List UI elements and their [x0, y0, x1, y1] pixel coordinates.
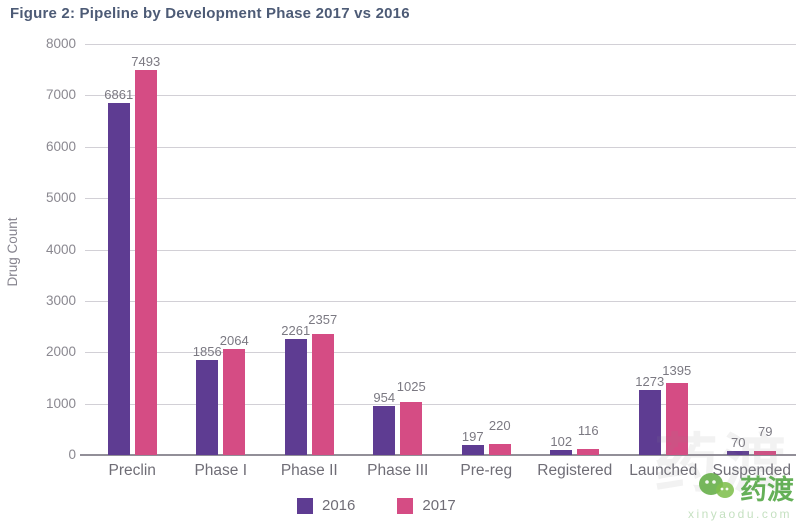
gridline [85, 352, 796, 354]
bar-2017 [754, 450, 777, 455]
value-label-2016: 954 [373, 389, 396, 405]
category-label: Phase I [194, 462, 248, 479]
value-label-2017: 1025 [396, 378, 426, 394]
category-label: Registered [537, 462, 613, 479]
bar-2016 [461, 444, 484, 455]
legend-label-2016: 2016 [322, 497, 356, 514]
bar-2017 [400, 402, 423, 455]
bar-2016 [727, 451, 750, 455]
bar-2016 [550, 449, 573, 455]
chart-title: Figure 2: Pipeline by Development Phase … [10, 5, 410, 22]
category-label: Phase III [367, 462, 429, 479]
legend-swatch-2017 [397, 497, 414, 514]
y-tick-label: 2000 [45, 344, 76, 360]
value-label-2016: 197 [461, 428, 484, 444]
gridline [85, 403, 796, 405]
watermark-leaf-icon [698, 470, 736, 505]
bar-2017 [665, 383, 688, 455]
value-label-2017: 220 [488, 417, 511, 433]
value-label-2016: 2261 [281, 322, 311, 338]
bar-2017 [223, 348, 246, 455]
y-tick-label: 1000 [45, 395, 76, 411]
y-tick-label: 8000 [45, 36, 76, 51]
y-tick-label: 5000 [45, 190, 76, 206]
x-axis-line [80, 454, 796, 456]
watermark: 药渡 xinyaodu.com [618, 465, 798, 521]
gridline [85, 146, 796, 148]
y-tick-label: 6000 [45, 138, 76, 154]
gridline [85, 95, 796, 97]
legend-label-2017: 2017 [422, 497, 456, 514]
bar-2016 [107, 102, 130, 455]
category-label: Phase II [280, 462, 338, 479]
bar-2016 [373, 405, 396, 455]
chart-legend: 2016 2017 [297, 497, 456, 514]
watermark-domain-text: xinyaodu.com [687, 507, 792, 521]
gridline [85, 198, 796, 200]
value-label-2016: 1273 [635, 373, 665, 389]
value-label-2017: 7493 [131, 54, 161, 70]
y-tick-label: 4000 [45, 241, 76, 257]
category-label: Preclin [108, 462, 156, 479]
bar-2017 [488, 443, 511, 455]
bar-2017 [311, 333, 334, 455]
gridline [85, 300, 796, 302]
value-label-2017: 1395 [662, 362, 692, 378]
value-label-2016: 70 [731, 435, 746, 451]
category-label: Pre-reg [460, 462, 513, 479]
value-label-2016: 1856 [192, 343, 222, 359]
bar-2016 [196, 359, 219, 455]
value-label-2016: 102 [550, 433, 573, 449]
bar-2017 [577, 449, 600, 455]
legend-item-2016: 2016 [297, 497, 355, 514]
value-label-2017: 116 [577, 422, 599, 438]
legend-swatch-2016 [297, 497, 313, 514]
legend-item-2017: 2017 [397, 497, 456, 514]
value-label-2017: 2064 [219, 332, 249, 348]
value-label-2016: 6861 [104, 86, 134, 102]
category-label: Suspended [712, 462, 791, 479]
y-tick-label: 7000 [45, 87, 76, 103]
watermark-brand-text: 药渡 [740, 475, 794, 505]
value-label-2017: 2357 [308, 311, 338, 327]
y-axis-title: Drug Count [5, 217, 20, 287]
value-label-2017: 79 [758, 424, 773, 440]
bar-2017 [134, 70, 157, 455]
gridline [85, 44, 796, 45]
bar-2016 [284, 338, 307, 455]
bar-2016 [638, 389, 661, 455]
category-label: Launched [629, 462, 698, 479]
y-tick-label: 3000 [45, 292, 76, 308]
y-tick-label: 0 [68, 447, 76, 462]
gridline [85, 249, 796, 251]
